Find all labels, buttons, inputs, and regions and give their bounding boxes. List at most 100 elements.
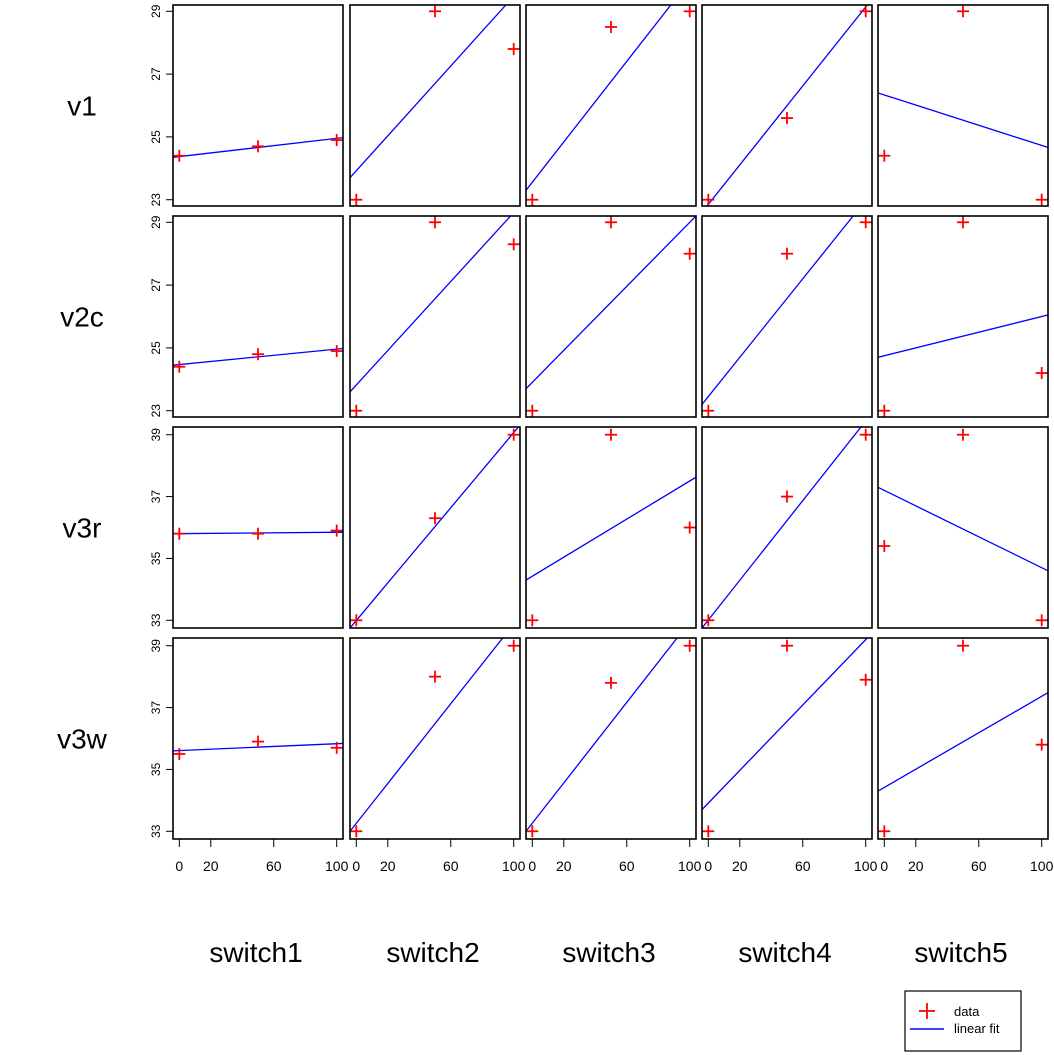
- data-point: [526, 825, 539, 838]
- fit-line: [702, 216, 854, 405]
- data-point: [702, 614, 715, 627]
- panel-v3r-switch4: [701, 426, 873, 629]
- data-point: [878, 825, 891, 838]
- data-point: [526, 193, 539, 206]
- x-axis-switch2: 0 20 60 100: [352, 839, 526, 874]
- x-tick-label: 20: [203, 858, 219, 874]
- column-label-switch4: switch4: [738, 937, 831, 968]
- data-point: [605, 216, 617, 229]
- x-axis-switch4: 0 20 60 100: [704, 839, 878, 874]
- y-axis-v3r: 33 35 37 39: [149, 428, 173, 627]
- data-point: [1035, 367, 1048, 380]
- data-point: [957, 428, 969, 441]
- data-point: [781, 639, 793, 652]
- data-point: [429, 512, 441, 525]
- data-point: [781, 112, 793, 125]
- fit-line: [173, 347, 343, 366]
- panel-frame: [349, 426, 521, 629]
- fit-line: [706, 5, 868, 206]
- fit-line: [878, 691, 1048, 792]
- data-point: [252, 735, 264, 748]
- data-point: [1035, 614, 1048, 627]
- data-point: [252, 348, 264, 361]
- data-point: [957, 639, 969, 652]
- panel-v1-switch2: [349, 4, 521, 207]
- panel-frame: [877, 215, 1049, 418]
- panel-v3w-switch3: 0 20 60 100: [525, 637, 702, 874]
- panel-frame: [349, 4, 521, 207]
- fit-line: [173, 742, 343, 752]
- row-label-v3r: v3r: [63, 513, 102, 544]
- fit-line: [878, 92, 1048, 149]
- data-point: [507, 42, 520, 55]
- x-tick-label: 100: [1030, 858, 1054, 874]
- x-tick-label: 100: [502, 858, 526, 874]
- data-point: [252, 527, 264, 540]
- fit-line: [350, 216, 512, 393]
- data-point: [330, 134, 343, 147]
- data-point: [878, 149, 891, 162]
- panel-v3r-switch5: [877, 426, 1049, 629]
- panel-v3w-switch1: 33 35 37 39 0 20 60 100: [149, 637, 349, 874]
- y-tick-label: 37: [149, 490, 163, 504]
- y-tick-label: 25: [149, 130, 163, 144]
- data-point: [957, 5, 969, 18]
- y-tick-label: 29: [149, 215, 163, 229]
- data-point: [605, 20, 617, 33]
- panel-frame: [701, 637, 873, 840]
- data-point: [350, 404, 363, 417]
- panel-frame: [349, 637, 521, 840]
- row-label-v1: v1: [67, 91, 97, 122]
- row-label-v2c: v2c: [60, 302, 104, 333]
- fit-line: [702, 427, 862, 628]
- fit-line: [350, 5, 507, 179]
- x-tick-label: 100: [678, 858, 702, 874]
- fit-line: [702, 638, 868, 811]
- panel-frame: [172, 637, 344, 840]
- panel-v2c-switch4: [701, 215, 873, 418]
- x-tick-label: 0: [704, 858, 712, 874]
- panel-frame: [701, 4, 873, 207]
- data-point: [507, 238, 520, 251]
- data-point: [878, 404, 891, 417]
- data-point: [781, 490, 793, 503]
- data-point: [252, 140, 264, 153]
- data-point: [330, 741, 343, 754]
- data-point: [330, 345, 343, 358]
- data-point: [429, 670, 441, 683]
- data-point: [350, 825, 363, 838]
- data-point: [1035, 738, 1048, 751]
- x-tick-label: 100: [854, 858, 878, 874]
- y-tick-label: 37: [149, 701, 163, 715]
- data-point: [878, 540, 891, 553]
- panel-frame: [172, 215, 344, 418]
- panel-frame: [877, 426, 1049, 629]
- panel-frame: [525, 426, 697, 629]
- x-tick-label: 60: [443, 858, 459, 874]
- data-point: [173, 149, 186, 162]
- y-tick-label: 35: [149, 551, 163, 565]
- fit-line: [526, 638, 678, 832]
- panel-v2c-switch3: [525, 215, 697, 418]
- y-tick-label: 27: [149, 278, 163, 292]
- x-tick-label: 20: [908, 858, 924, 874]
- data-point: [173, 527, 186, 540]
- data-point: [683, 639, 696, 652]
- data-point: [429, 5, 441, 18]
- data-point: [429, 216, 441, 229]
- panel-v3w-switch4: 0 20 60 100: [701, 637, 878, 874]
- x-tick-label: 100: [325, 858, 349, 874]
- x-axis-switch3: 0 20 60 100: [528, 839, 702, 874]
- data-point: [702, 193, 715, 206]
- x-tick-label: 20: [380, 858, 396, 874]
- panel-frame: [349, 215, 521, 418]
- y-axis-v1: 23 25 27 29: [149, 4, 173, 206]
- data-point: [507, 428, 520, 441]
- x-tick-label: 60: [619, 858, 635, 874]
- data-point: [507, 639, 520, 652]
- column-label-switch3: switch3: [562, 937, 655, 968]
- y-tick-label: 33: [149, 824, 163, 838]
- fit-line: [526, 216, 696, 390]
- data-point: [526, 614, 539, 627]
